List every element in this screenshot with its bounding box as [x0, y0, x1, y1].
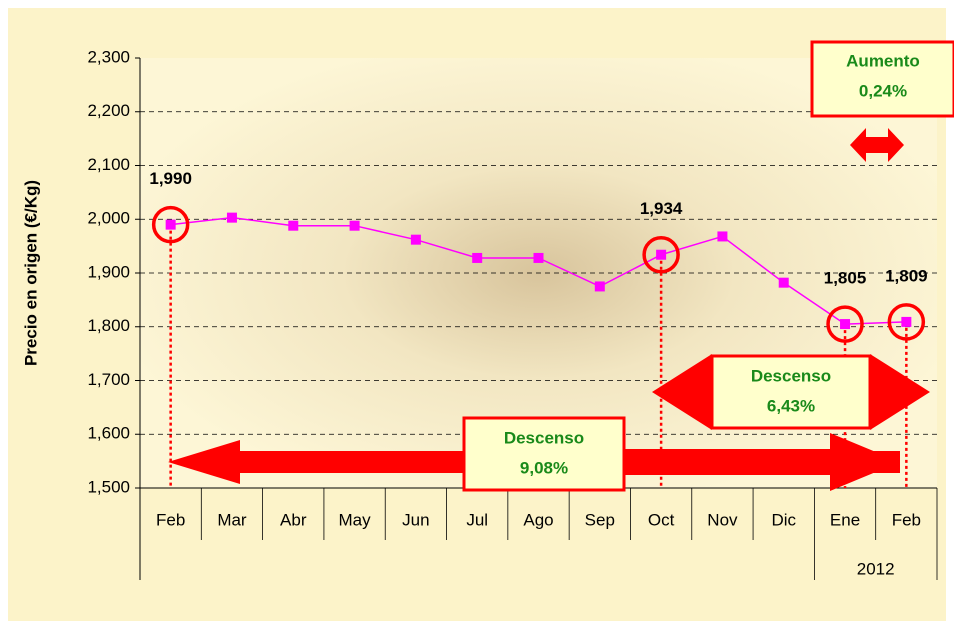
- data-label: 1,934: [640, 199, 683, 218]
- highlight-circle: [151, 205, 190, 244]
- y-tick-label: 2,000: [87, 209, 130, 228]
- annotation-text: 0,24%: [859, 81, 907, 100]
- y-tick-label: 2,100: [87, 155, 130, 174]
- y-tick-label: 1,500: [87, 477, 130, 496]
- y-tick-label: 2,200: [87, 101, 130, 120]
- x-tick-label: Dic: [771, 510, 796, 529]
- arrow: [624, 433, 900, 491]
- annotation-title: Descenso: [504, 428, 584, 447]
- y-tick-label: 1,700: [87, 370, 130, 389]
- x-tick-label: Mar: [217, 510, 247, 529]
- point: [778, 277, 789, 288]
- x-tick-label: Ago: [523, 510, 553, 529]
- y-tick-label: 2,300: [87, 47, 130, 66]
- point: [656, 249, 667, 260]
- highlight-circle: [642, 235, 680, 274]
- annotation-boxes: Descenso 9,08% Descenso 6,43% Aumento 0,…: [462, 40, 954, 492]
- highlight-circle: [887, 303, 926, 341]
- x-tick-label: Abr: [280, 510, 307, 529]
- x-tick-label: Sep: [585, 510, 615, 529]
- point: [840, 319, 851, 330]
- x-tick-label: Nov: [707, 510, 738, 529]
- point: [472, 252, 483, 263]
- data-label: 1,990: [149, 169, 192, 188]
- point: [349, 220, 360, 231]
- point: [410, 234, 421, 245]
- x-tick-label: Oct: [648, 510, 675, 529]
- point: [165, 219, 176, 230]
- y-tick-label: 1,800: [87, 316, 130, 335]
- arrow: [850, 128, 904, 162]
- x-tick-label: Jul: [466, 510, 488, 529]
- y-tick-label: 1,600: [87, 424, 130, 443]
- point: [717, 231, 728, 242]
- point: [226, 212, 237, 223]
- annotation-text: 9,08%: [520, 458, 568, 477]
- x-tick-label: Jun: [402, 510, 429, 529]
- x-tick-label: May: [339, 510, 372, 529]
- y-tick-label: 1,900: [87, 262, 130, 281]
- point: [594, 281, 605, 292]
- annotation-title: Descenso: [751, 366, 831, 385]
- annotation-text: 6,43%: [767, 396, 815, 415]
- data-label: 1,809: [885, 266, 928, 285]
- x-tick-label: Feb: [892, 510, 921, 529]
- point: [533, 252, 544, 263]
- annotation-box: [710, 354, 872, 430]
- annotation-box: [462, 416, 626, 492]
- data-label: 1,805: [824, 269, 867, 288]
- y-axis-label: Precio en origen (€/Kg): [21, 180, 40, 366]
- x-tick-label: Ene: [830, 510, 860, 529]
- annotation-title: Aumento: [846, 51, 920, 70]
- point: [901, 316, 912, 327]
- highlight-circle: [826, 305, 864, 343]
- annotation-box: [810, 40, 954, 118]
- point: [288, 220, 299, 231]
- x-tick-label: Feb: [156, 510, 185, 529]
- group-label: 2012: [857, 559, 895, 578]
